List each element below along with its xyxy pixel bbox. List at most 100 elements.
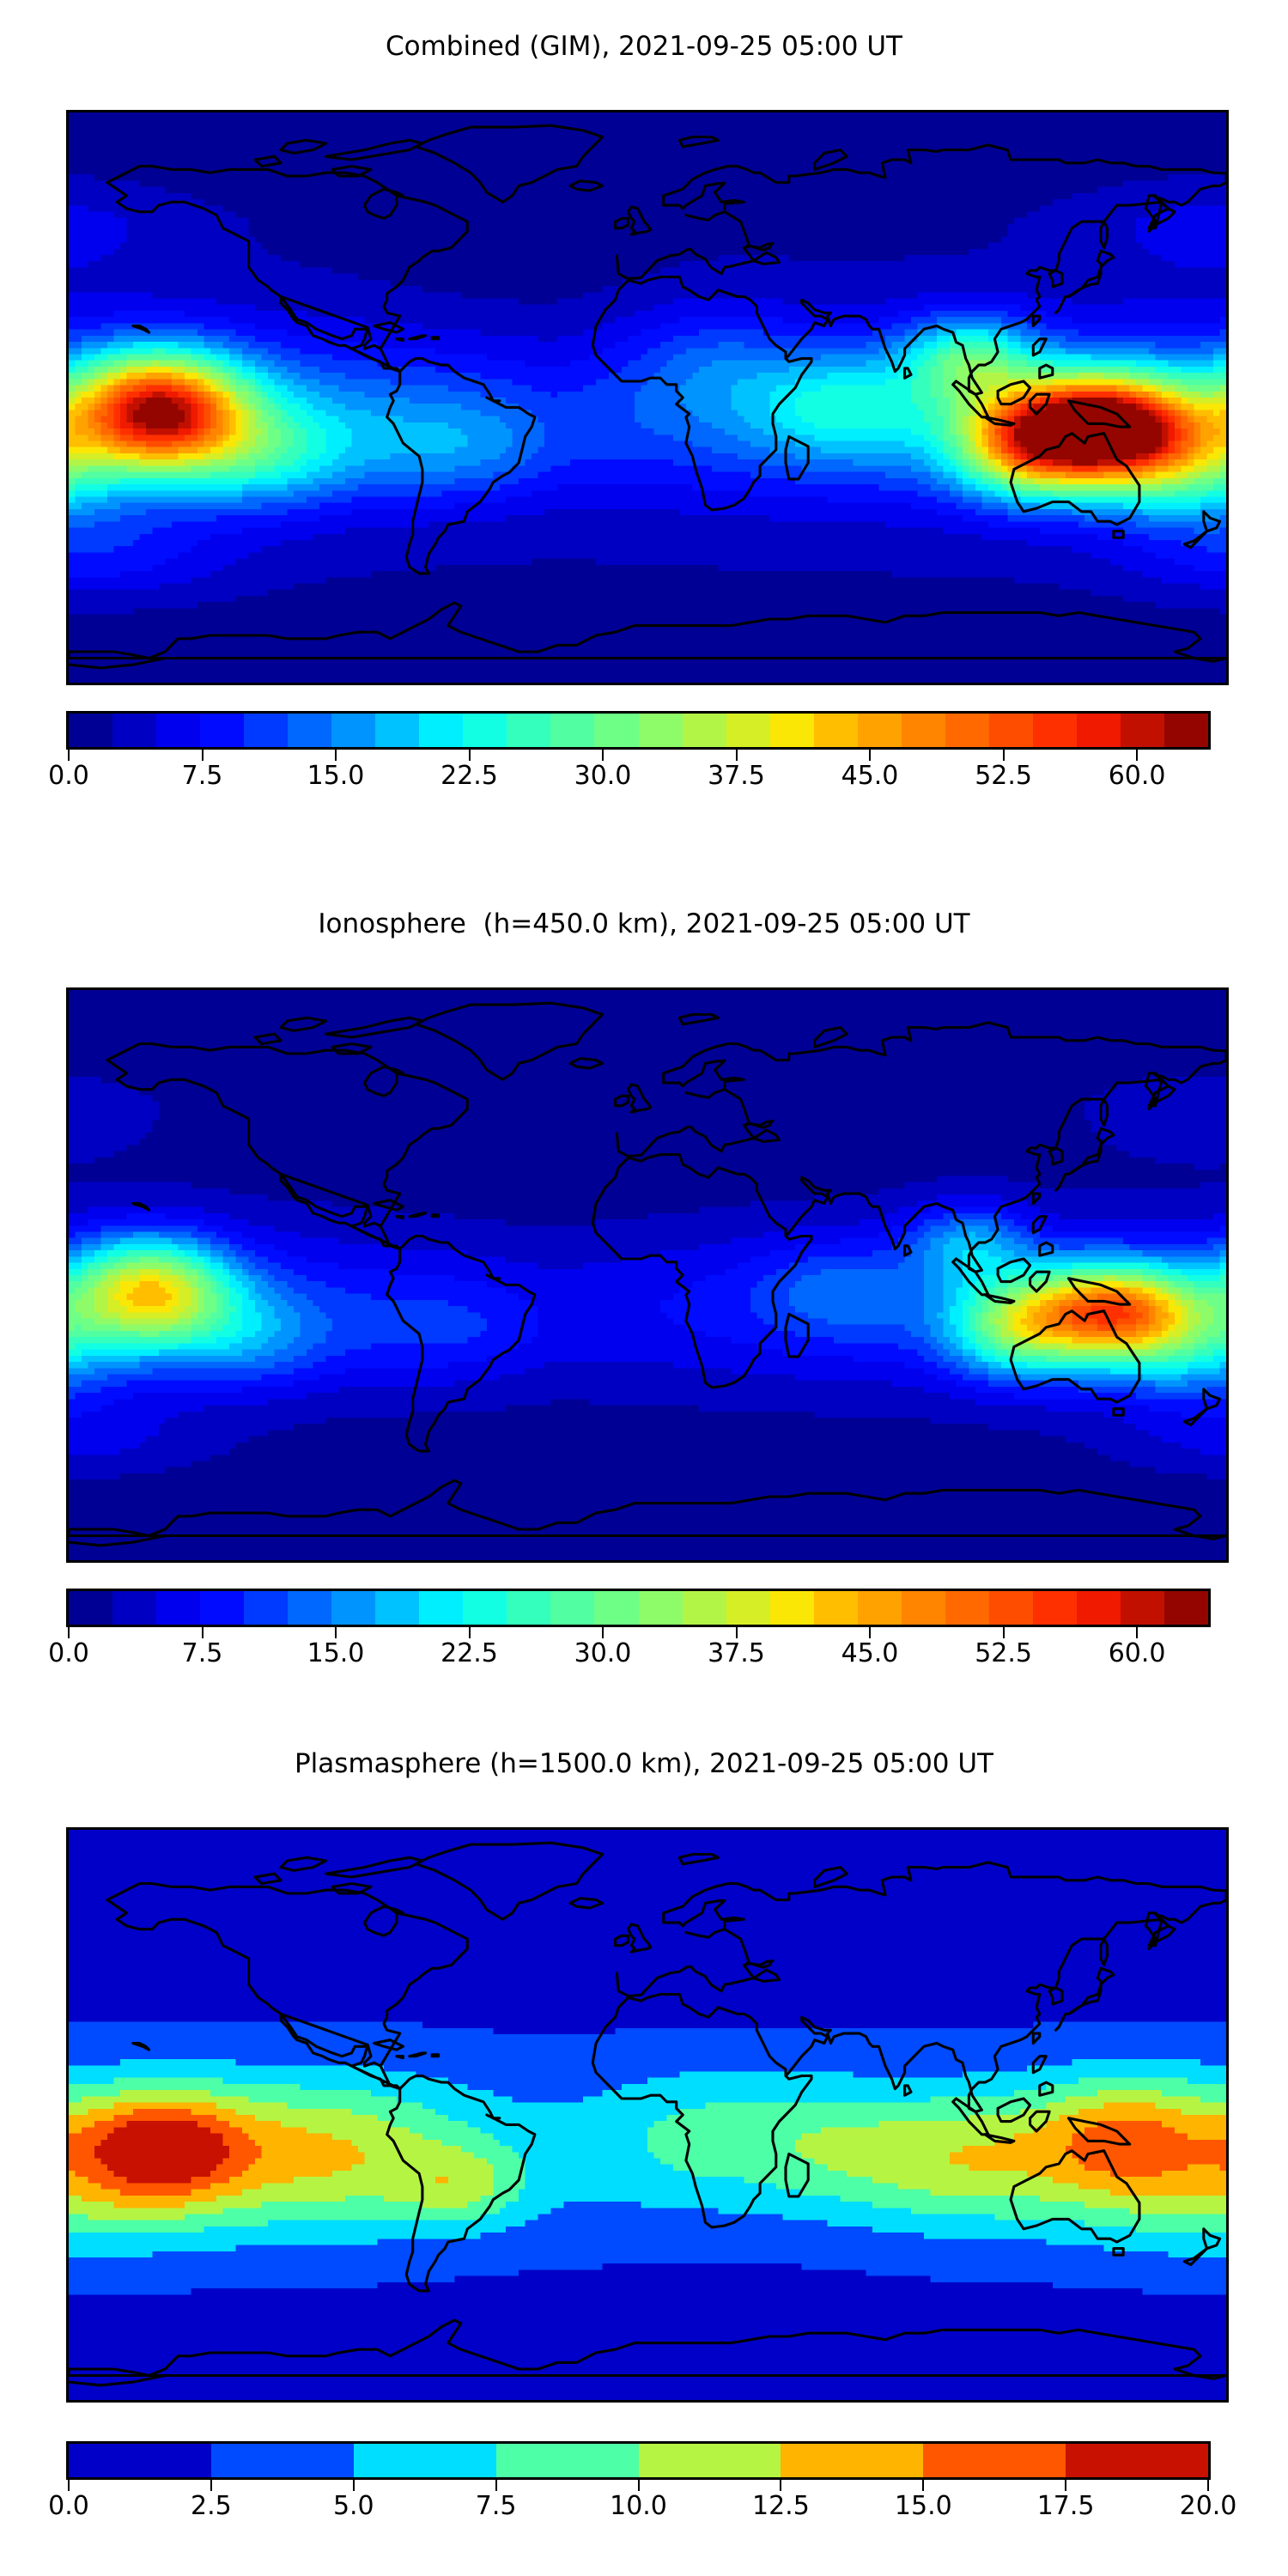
colorbar-tick-group	[66, 2480, 1211, 2492]
colorbar-segment	[288, 1591, 333, 1625]
colorbar-segment	[419, 714, 465, 747]
colorbar-segment	[726, 714, 771, 747]
colorbar-tick	[735, 750, 738, 761]
colorbar-label-group: 0.0 7.5 15.0 22.5 30.0 37.5 45.0 52.5 60.0	[48, 761, 1211, 799]
colorbar-segment	[112, 714, 157, 747]
colorbar-segment	[69, 1591, 113, 1625]
colorbar-tick	[869, 1627, 871, 1638]
colorbar-segment	[200, 714, 245, 747]
colorbar-tick-label: 45.0	[841, 1638, 899, 1668]
colorbar-gradient[interactable]	[66, 1589, 1211, 1627]
colorbar-tick	[1002, 750, 1005, 761]
colorbar-tick	[495, 2480, 497, 2491]
colorbar-gradient[interactable]	[66, 2441, 1211, 2480]
colorbar-label-group: 0.0 7.5 15.0 22.5 30.0 37.5 45.0 52.5 60.0	[48, 1638, 1211, 1676]
colorbar-tick	[68, 1627, 70, 1638]
colorbar-segment	[69, 714, 113, 747]
colorbar-segment	[507, 714, 552, 747]
colorbar-tick	[1136, 1627, 1139, 1638]
colorbar-segment	[331, 714, 377, 747]
colorbar-segment	[726, 1591, 771, 1625]
colorbar-ionosphere: 0.0 7.5 15.0 22.5 30.0 37.5 45.0 52.5 60.0	[48, 1589, 1211, 1683]
map-canvas-combined-gim	[69, 112, 1226, 683]
colorbar-tick	[352, 2480, 355, 2491]
colorbar-tick	[210, 2480, 212, 2491]
colorbar-segment	[901, 714, 946, 747]
colorbar-tick	[1136, 750, 1139, 761]
colorbar-segment	[988, 1591, 1034, 1625]
colorbar-tick-label: 2.5	[191, 2491, 232, 2521]
colorbar-segment	[1120, 714, 1165, 747]
colorbar-tick	[468, 1627, 471, 1638]
colorbar-tick-label: 0.0	[48, 761, 89, 791]
colorbar-tick	[637, 2480, 640, 2491]
map-ionosphere	[66, 987, 1229, 1563]
coastlines	[69, 1001, 1226, 1547]
colorbar-segment	[682, 1591, 727, 1625]
colorbar-segment	[781, 2444, 925, 2477]
colorbar-segment	[1066, 2444, 1208, 2477]
colorbar-tick	[602, 1627, 604, 1638]
colorbar-tick-label: 7.5	[181, 761, 223, 791]
colorbar-tick	[1207, 2480, 1209, 2491]
colorbar-tick-label: 37.5	[708, 1638, 765, 1668]
colorbar-segment	[638, 714, 683, 747]
colorbar-segment	[244, 1591, 289, 1625]
map-plasmasphere	[66, 1827, 1229, 2403]
colorbar-tick-label: 22.5	[440, 761, 498, 791]
colorbar-tick-label: 15.0	[307, 761, 365, 791]
colorbar-tick-label: 0.0	[48, 1638, 89, 1668]
colorbar-tick-label: 5.0	[332, 2491, 374, 2521]
colorbar-segment	[813, 1591, 859, 1625]
colorbar-segment	[507, 1591, 552, 1625]
colorbar-segment	[945, 714, 990, 747]
colorbar-gradient[interactable]	[66, 711, 1211, 750]
colorbar-segment	[550, 1591, 596, 1625]
map-canvas-ionosphere-450	[69, 990, 1226, 1560]
colorbar-tick	[869, 750, 871, 761]
colorbar-segment	[375, 1591, 421, 1625]
colorbar-tick-label: 60.0	[1108, 761, 1166, 791]
colorbar-segment	[156, 1591, 201, 1625]
colorbar-segment	[331, 1591, 377, 1625]
colorbar-tick-label: 22.5	[440, 1638, 498, 1668]
colorbar-segment	[1076, 1591, 1121, 1625]
colorbar-tick	[922, 2480, 925, 2491]
colorbar-segment	[495, 2444, 640, 2477]
colorbar-tick-group	[66, 750, 1211, 762]
contour-fill	[69, 990, 1226, 1560]
panel-title: Combined (GIM), 2021-09-25 05:00 UT	[386, 31, 902, 62]
colorbar-tick-label: 15.0	[307, 1638, 365, 1668]
coastlines	[69, 1841, 1226, 2387]
colorbar-tick-label: 45.0	[841, 761, 899, 791]
panel-combined-gim: Combined (GIM), 2021-09-25 05:00 UT 0.0 7…	[0, 0, 1288, 859]
colorbar-tick	[602, 750, 604, 761]
colorbar-tick	[1065, 2480, 1067, 2491]
colorbar-segment	[210, 2444, 355, 2477]
colorbar-segment	[769, 714, 815, 747]
colorbar-tick-label: 52.5	[975, 1638, 1032, 1668]
colorbar-tick-label: 37.5	[708, 761, 765, 791]
coastlines	[69, 124, 1226, 670]
colorbar-plasmasphere: 0.0 2.5 5.0 7.5 10.0 12.5 15.0 17.5 20.0	[48, 2441, 1236, 2536]
colorbar-segment	[69, 2444, 212, 2477]
colorbar-segment	[901, 1591, 946, 1625]
colorbar-segment	[988, 714, 1034, 747]
panel-title: Plasmasphere (h=1500.0 km), 2021-09-25 0…	[294, 1748, 993, 1779]
colorbar-segment	[923, 2444, 1066, 2477]
colorbar-tick-label: 30.0	[574, 761, 632, 791]
colorbar-tick-group	[66, 1627, 1211, 1639]
colorbar-tick-label: 7.5	[475, 2491, 517, 2521]
colorbar-segment	[1163, 1591, 1208, 1625]
panel-ionosphere: Ionosphere (h=450.0 km), 2021-09-25 05:0…	[0, 878, 1288, 1736]
colorbar-tick-label: 7.5	[181, 1638, 223, 1668]
colorbar-segment	[1076, 714, 1121, 747]
colorbar-tick	[335, 1627, 337, 1638]
colorbar-segment	[769, 1591, 815, 1625]
colorbar-segment	[375, 714, 421, 747]
panel-title: Ionosphere (h=450.0 km), 2021-09-25 05:0…	[318, 908, 970, 939]
colorbar-segment	[112, 1591, 157, 1625]
colorbar-segment	[353, 2444, 497, 2477]
colorbar-combined-gim: 0.0 7.5 15.0 22.5 30.0 37.5 45.0 52.5 60.0	[48, 711, 1211, 805]
